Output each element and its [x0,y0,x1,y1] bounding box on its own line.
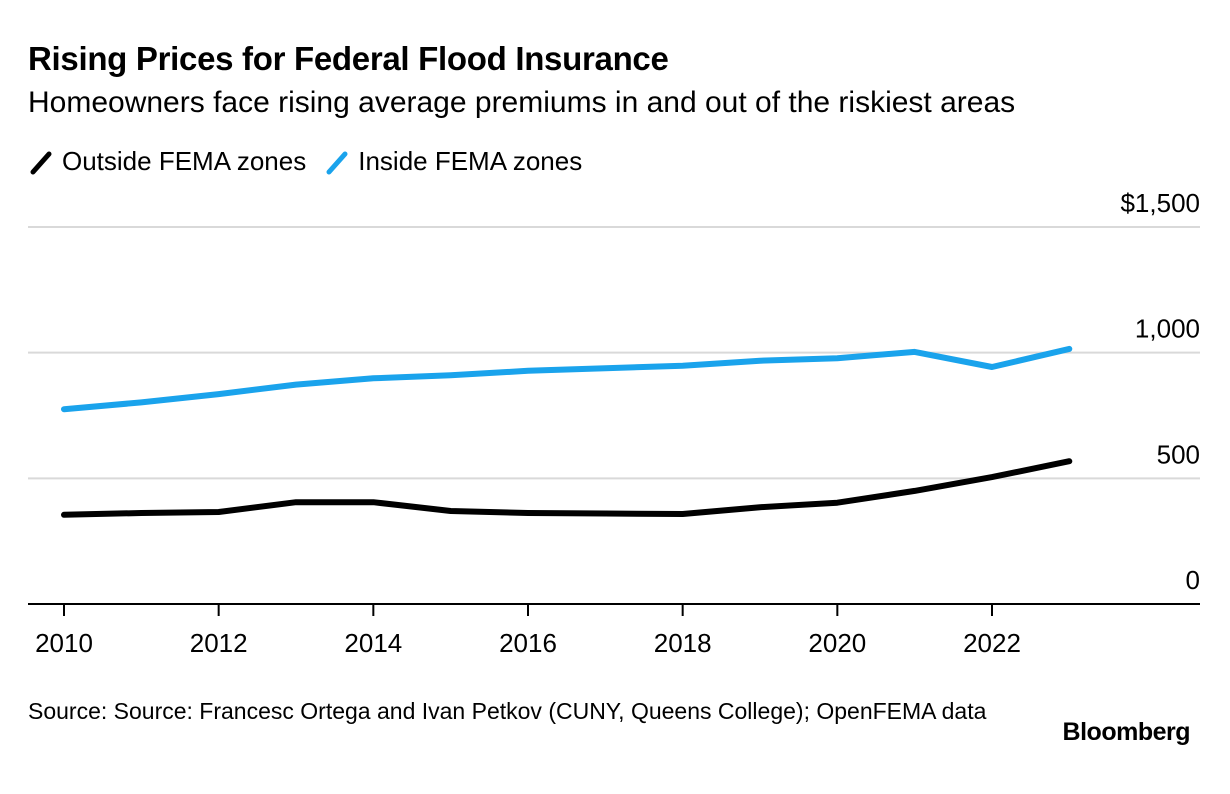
legend-swatch-outside [30,151,52,174]
series-line-inside-fema-zones [61,345,1073,413]
source-note: Source: Source: Francesc Ortega and Ivan… [28,698,987,724]
legend: Outside FEMA zones Inside FEMA zones [30,146,602,177]
series-line-outside-fema-zones [61,458,1073,518]
legend-item-inside: Inside FEMA zones [326,146,582,177]
legend-item-outside: Outside FEMA zones [30,146,306,177]
x-tick-label: 2014 [344,628,402,658]
y-axis-labels: 0 500 1,000 $1,500 [1120,188,1200,595]
chart-title: Rising Prices for Federal Flood Insuranc… [28,40,669,77]
x-tick-label: 2022 [963,628,1021,658]
x-tick-label: 2010 [35,628,93,658]
y-tick-label: 1,000 [1135,314,1200,344]
legend-label-outside: Outside FEMA zones [62,146,307,176]
x-tick-label: 2020 [808,628,866,658]
gridlines [28,226,1200,480]
bloomberg-logo: Bloomberg [1062,718,1191,746]
y-tick-label: 500 [1157,439,1200,469]
x-axis: 2010 2012 2014 2016 2018 2020 2022 [28,603,1200,658]
chart-subtitle: Homeowners face rising average premiums … [28,86,1016,119]
y-tick-label: 0 [1186,565,1200,595]
legend-swatch-inside [326,151,348,174]
legend-label-inside: Inside FEMA zones [358,146,583,176]
series-lines [61,345,1073,518]
y-tick-label: $1,500 [1120,188,1200,218]
x-tick-label: 2012 [190,628,248,658]
x-tick-label: 2018 [654,628,712,658]
x-tick-label: 2016 [499,628,557,658]
